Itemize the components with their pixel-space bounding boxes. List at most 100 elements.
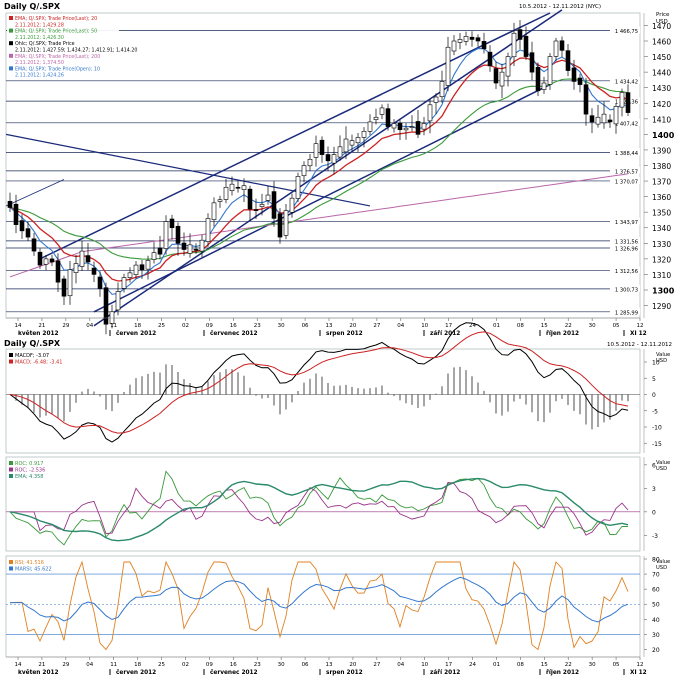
price-tick-label: 1410 [652, 115, 671, 124]
candle-up [445, 46, 451, 86]
main-x-month-label: červen 2012 [116, 330, 156, 337]
legend-swatch [9, 66, 13, 71]
roc-legend-swatch [9, 467, 13, 472]
candle-up [619, 92, 625, 108]
main-x-tick-label: 22 [565, 323, 572, 329]
candle-down [607, 119, 613, 123]
roc-axis-label: Value [656, 460, 670, 466]
candle-up [601, 113, 607, 124]
level-label: 1 407,42 [615, 121, 638, 127]
rsi-tick-label: 50 [652, 602, 660, 609]
roc-legend-entry: EMA; 4.358 [15, 474, 43, 480]
candle-down [523, 35, 529, 57]
main-x-tick-label: 04 [397, 323, 404, 329]
legend-entry: EMA; Q/.SPX; Trade Price(Last); 20 [15, 16, 97, 22]
candle-up [67, 269, 73, 297]
candle-down [475, 37, 481, 42]
bottom-x-tick-label: 25 [158, 662, 165, 668]
bottom-x-month-label: říjen 2012 [546, 669, 579, 676]
roc-tick-label: 6 [652, 462, 656, 469]
macd-date-range: 10.5.2012 - 12.11.2012 [607, 342, 672, 348]
bottom-x-tick-label: 15 [541, 662, 548, 668]
main-x-tick-label: 24 [469, 323, 476, 329]
candle-up [505, 56, 511, 77]
candle-down [559, 40, 565, 51]
level-label: 1 300,73 [615, 287, 638, 293]
candle-up [73, 263, 79, 273]
rsi-axis-label: Value [656, 559, 670, 565]
candle-up [265, 194, 271, 201]
legend-entry: Ohlc; Q/.SPX; Trade Price [15, 41, 75, 47]
candle-down [7, 200, 13, 208]
candle-down [49, 258, 55, 263]
macd-axis-unit: USD [656, 358, 667, 364]
macd-signal-line [9, 331, 629, 434]
bottom-x-tick-label: 08 [517, 662, 524, 668]
legend-entry: 2.11.2012; 1,426.30 [15, 35, 64, 41]
rsi-tick-label: 30 [652, 632, 660, 639]
candle-down [103, 287, 109, 325]
candle-down [181, 242, 187, 250]
macd-axis-label: Value [656, 352, 670, 358]
roc-line [9, 470, 629, 546]
candle-down [481, 41, 487, 50]
rsi-legend-entry: MARSI; 45.622 [15, 567, 52, 573]
level-label: 1 312,56 [615, 269, 638, 275]
main-x-tick-label: 17 [445, 323, 452, 329]
main-x-month-label: září 2012 [430, 330, 460, 337]
legend-box [7, 14, 119, 80]
bottom-x-tick-label: 05 [613, 662, 620, 668]
level-label-bg [610, 217, 640, 225]
rsi-tick-label: 70 [652, 572, 660, 579]
candle-down [19, 220, 25, 232]
main-x-month-label: říjen 2012 [546, 330, 579, 337]
main-x-month-label: červenec 2012 [210, 330, 258, 337]
candle-up [229, 183, 235, 191]
bottom-x-tick-label: 06 [302, 662, 309, 668]
bottom-x-month-label: květen 2012 [18, 669, 59, 676]
price-tick-label: 1450 [652, 53, 671, 62]
price-tick-label: 1300 [652, 286, 675, 295]
candle-down [319, 139, 325, 155]
main-x-tick-label: 25 [158, 323, 165, 329]
level-label-bg [610, 26, 640, 34]
candle-up [439, 81, 445, 98]
legend-swatch [9, 16, 13, 20]
main-x-tick-label: 30 [278, 323, 285, 329]
candle-up [367, 121, 373, 132]
rsi-legend-entry: RSI; 41.516 [15, 560, 44, 566]
price-tick-label: 1340 [652, 224, 671, 233]
price-axis-label: Price [656, 12, 670, 18]
candle-up [241, 185, 247, 190]
main-x-month-label: srpen 2012 [326, 331, 363, 337]
ema20-line [9, 57, 629, 282]
candle-up [457, 39, 463, 43]
legend-entry: EMA; Q/.SPX; Trade Price(Open); 10 [15, 66, 100, 72]
candle-down [193, 249, 199, 251]
roc-secondary-line [10, 481, 629, 536]
bottom-x-tick-label: 30 [278, 662, 285, 668]
legend-entry: 2.11.2012; 1,424.26 [15, 73, 64, 79]
main-x-tick-label: 11 [110, 323, 117, 329]
bottom-x-month-label: srpen 2012 [326, 670, 363, 676]
candle-up [511, 32, 517, 58]
candle-down [571, 67, 577, 82]
roc-legend-entry: ROC; 0.917 [15, 461, 44, 467]
candle-up [541, 82, 547, 90]
main-x-tick-label: 09 [206, 323, 213, 329]
roc-legend-swatch [9, 474, 13, 478]
price-tick-label: 1370 [652, 178, 671, 187]
candle-up [115, 291, 121, 311]
candle-up [223, 186, 229, 200]
macd-tick-label: 0 [652, 392, 656, 399]
bottom-x-tick-label: 22 [565, 662, 572, 668]
candle-up [205, 218, 211, 242]
macd-legend-entry: MACDF; -3.07 [15, 353, 49, 359]
rsi-legend-swatch [9, 566, 13, 571]
main-x-tick-label: 02 [182, 323, 189, 329]
candle-up [307, 158, 313, 167]
candle-up [301, 165, 307, 177]
candle-down [91, 267, 97, 275]
legend-entry: 2.11.2012; 1,374.50 [15, 60, 64, 66]
level-label-bg [610, 236, 640, 244]
